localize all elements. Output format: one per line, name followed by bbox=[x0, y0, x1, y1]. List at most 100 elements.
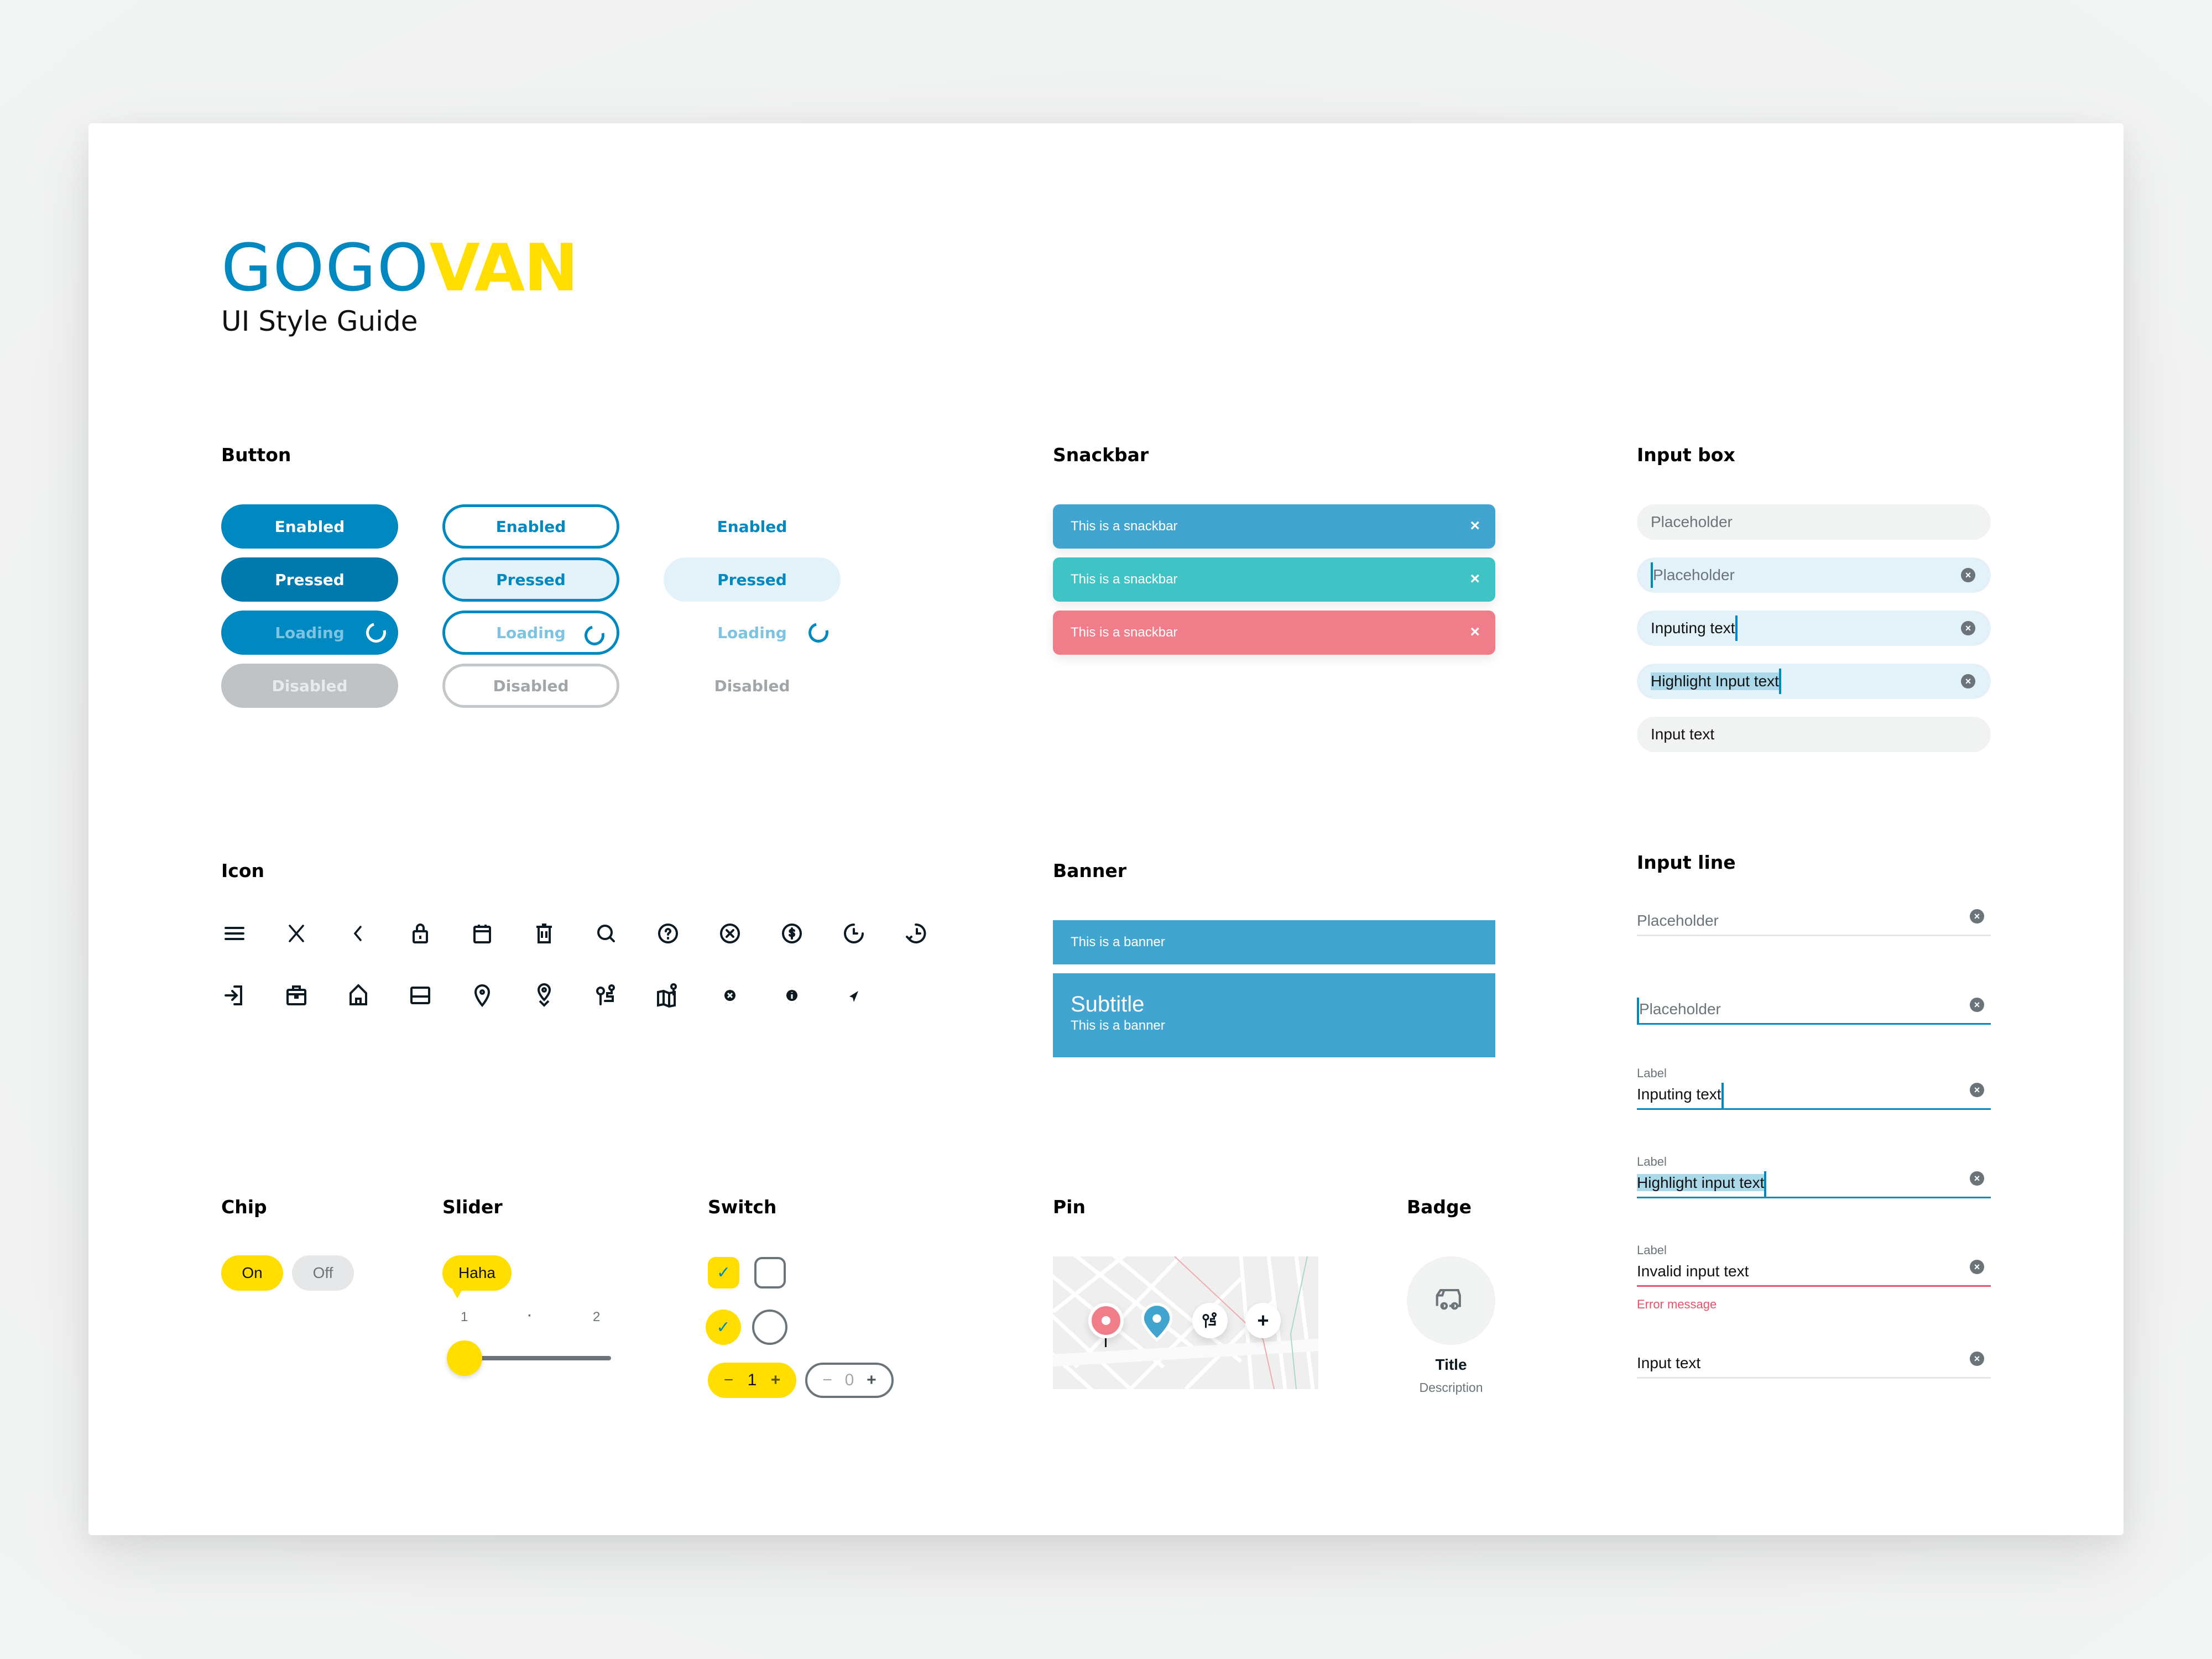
close-icon[interactable]: × bbox=[1470, 570, 1480, 588]
slider-thumb[interactable] bbox=[447, 1340, 482, 1376]
checkbox-unchecked[interactable] bbox=[754, 1257, 786, 1288]
close-icon[interactable]: × bbox=[1470, 517, 1480, 535]
clear-icon[interactable]: × bbox=[1970, 909, 1984, 924]
route-pin-icon[interactable] bbox=[1192, 1303, 1228, 1338]
route-icon bbox=[593, 982, 619, 1009]
input-box-placeholder[interactable]: Placeholder bbox=[1637, 504, 1991, 540]
snackbar-text: This is a snackbar bbox=[1071, 519, 1178, 534]
logo-gogo: GOGO bbox=[221, 229, 430, 306]
button-label: Disabled bbox=[272, 676, 348, 695]
chevron-left-icon bbox=[345, 920, 372, 947]
home-icon bbox=[345, 982, 372, 1009]
clear-icon[interactable]: × bbox=[1961, 621, 1975, 635]
input-box-highlight[interactable]: Highlight Input text × bbox=[1637, 664, 1991, 699]
van-icon bbox=[1436, 1288, 1461, 1310]
pickup-pin-icon[interactable] bbox=[1088, 1303, 1124, 1338]
badge-title: Title bbox=[1435, 1356, 1467, 1373]
solid-button-enabled[interactable]: Enabled bbox=[221, 504, 398, 549]
slider-tick-min: 1 bbox=[461, 1310, 468, 1324]
plus-button[interactable]: + bbox=[867, 1371, 877, 1389]
add-pin-button[interactable]: + bbox=[1245, 1303, 1281, 1338]
input-box-focused[interactable]: Placeholder × bbox=[1637, 557, 1991, 593]
map-streets bbox=[1053, 1256, 1318, 1389]
section-title-badge: Badge bbox=[1407, 1196, 1472, 1218]
chip-off[interactable]: Off bbox=[292, 1255, 354, 1291]
input-line-typing[interactable]: Label Inputing text × bbox=[1637, 1066, 1991, 1110]
slider-tooltip-text: Haha bbox=[458, 1264, 495, 1281]
plus-button[interactable]: + bbox=[770, 1371, 781, 1389]
input-box-filled[interactable]: Input text bbox=[1637, 717, 1991, 752]
chip-label: Off bbox=[312, 1264, 333, 1281]
section-title-snackbar: Snackbar bbox=[1053, 444, 1149, 466]
quantity-stepper-inactive: − 0 + bbox=[805, 1363, 894, 1398]
clear-icon[interactable]: × bbox=[1961, 674, 1975, 688]
outline-button-pressed[interactable]: Pressed bbox=[442, 557, 619, 602]
slider-tick-max: 2 bbox=[593, 1310, 601, 1324]
solid-button-loading[interactable]: Loading bbox=[221, 611, 398, 655]
slider-track[interactable] bbox=[459, 1356, 611, 1360]
checkbox-checked[interactable]: ✓ bbox=[708, 1257, 739, 1288]
snackbar-text: This is a snackbar bbox=[1071, 572, 1178, 587]
button-label: Pressed bbox=[275, 570, 345, 589]
text-button-enabled[interactable]: Enabled bbox=[664, 504, 841, 549]
slider-tooltip: Haha bbox=[442, 1255, 512, 1298]
input-value-selected: Highlight Input text bbox=[1651, 672, 1779, 690]
input-label: Label bbox=[1637, 1155, 1667, 1168]
input-placeholder: Placeholder bbox=[1637, 912, 1719, 929]
section-title-slider: Slider bbox=[442, 1196, 503, 1218]
page-subtitle: UI Style Guide bbox=[221, 305, 418, 337]
clear-icon[interactable]: × bbox=[1961, 568, 1975, 582]
button-label: Disabled bbox=[493, 676, 569, 695]
check-icon: ✓ bbox=[716, 1318, 731, 1337]
stepper-value: 0 bbox=[844, 1371, 854, 1389]
login-icon bbox=[221, 982, 248, 1009]
banner-text: This is a banner bbox=[1071, 1018, 1165, 1033]
minus-button[interactable]: − bbox=[822, 1371, 832, 1389]
input-line-filled[interactable]: Input text × bbox=[1637, 1349, 1991, 1379]
input-placeholder: Placeholder bbox=[1653, 566, 1735, 583]
clear-icon[interactable]: × bbox=[1970, 1083, 1984, 1097]
section-title-banner: Banner bbox=[1053, 860, 1127, 881]
history-icon bbox=[902, 920, 929, 947]
navigation-icon bbox=[841, 982, 867, 1009]
calendar-icon bbox=[469, 920, 495, 947]
input-box-typing[interactable]: Inputing text × bbox=[1637, 611, 1991, 646]
search-icon bbox=[593, 920, 619, 947]
quantity-stepper-active: − 1 + bbox=[708, 1363, 796, 1398]
chip-on[interactable]: On bbox=[221, 1255, 283, 1291]
button-label: Enabled bbox=[495, 517, 566, 536]
badge-avatar bbox=[1407, 1256, 1495, 1345]
map-icon bbox=[655, 982, 681, 1009]
radio-unchecked[interactable] bbox=[752, 1310, 787, 1345]
pickup-pin-stem bbox=[1105, 1338, 1107, 1347]
solid-button-pressed[interactable]: Pressed bbox=[221, 557, 398, 602]
snackbar-text: This is a snackbar bbox=[1071, 625, 1178, 640]
card-icon bbox=[407, 982, 434, 1009]
minus-button[interactable]: − bbox=[723, 1371, 734, 1389]
lock-icon bbox=[407, 920, 434, 947]
pin-map[interactable]: + bbox=[1053, 1256, 1318, 1389]
outline-button-loading[interactable]: Loading bbox=[442, 611, 619, 655]
input-value: Inputing text bbox=[1651, 619, 1735, 637]
clear-icon[interactable]: × bbox=[1970, 998, 1984, 1012]
input-line-placeholder[interactable]: Placeholder × bbox=[1637, 907, 1991, 936]
clear-icon[interactable]: × bbox=[1970, 1260, 1984, 1274]
input-label: Label bbox=[1637, 1243, 1667, 1257]
outline-button-enabled[interactable]: Enabled bbox=[442, 504, 619, 549]
snackbar-error: This is a snackbar × bbox=[1053, 611, 1495, 655]
clear-icon[interactable]: × bbox=[1970, 1171, 1984, 1186]
button-label: Loading bbox=[717, 623, 787, 642]
clear-icon[interactable]: × bbox=[1970, 1352, 1984, 1366]
input-line-highlight[interactable]: Label Highlight input text × bbox=[1637, 1155, 1991, 1198]
text-button-loading[interactable]: Loading bbox=[664, 611, 841, 655]
input-line-error[interactable]: Label Invalid input text × bbox=[1637, 1243, 1991, 1287]
text-button-pressed[interactable]: Pressed bbox=[664, 557, 841, 602]
close-icon[interactable]: × bbox=[1470, 623, 1480, 641]
dropoff-pin-icon[interactable] bbox=[1139, 1303, 1175, 1343]
input-line-focused[interactable]: Placeholder × bbox=[1637, 995, 1991, 1025]
stepper-value: 1 bbox=[747, 1371, 757, 1389]
button-label: Pressed bbox=[717, 570, 787, 589]
section-title-pin: Pin bbox=[1053, 1196, 1086, 1218]
text-caret bbox=[1764, 1171, 1767, 1197]
radio-checked[interactable]: ✓ bbox=[706, 1310, 741, 1345]
